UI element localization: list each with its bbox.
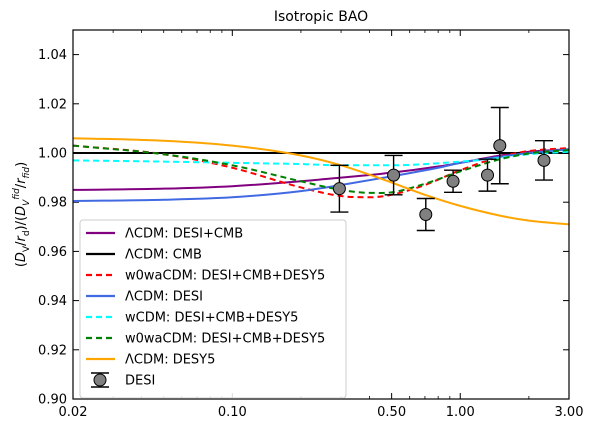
legend: ΛCDM: DESI+CMB ΛCDM: CMB w0waCDM: DESI+CMB… xyxy=(79,219,347,399)
desi-data-point xyxy=(478,158,497,192)
legend-label: w0waCDM: DESI+CMB+DESY5 xyxy=(125,269,325,284)
legend-box xyxy=(79,219,347,399)
data-marker xyxy=(446,174,460,188)
desi-data-point xyxy=(444,169,463,194)
data-marker xyxy=(481,168,495,182)
legend-marker xyxy=(93,373,107,387)
data-marker xyxy=(537,153,551,167)
y-axis-label: (DV/rd)/(DVfid/rfid) xyxy=(12,162,32,267)
legend-label: ΛCDM: DESI xyxy=(125,290,203,305)
series-line-3 xyxy=(73,148,569,202)
series-line-4 xyxy=(73,150,569,167)
y-tick-label: 0.98 xyxy=(38,196,67,211)
y-tick-label: 0.90 xyxy=(38,393,67,408)
desi-data-point xyxy=(384,154,403,196)
legend-label: ΛCDM: DESI+CMB xyxy=(125,227,243,242)
x-tick-label: 3.00 xyxy=(555,405,584,420)
legend-label: ΛCDM: DESY5 xyxy=(125,353,215,368)
y-tick-label: 1.00 xyxy=(38,147,67,162)
y-tick-label: 1.04 xyxy=(38,48,67,63)
desi-data-point xyxy=(330,164,349,213)
y-tick-label: 0.92 xyxy=(38,343,67,358)
data-marker xyxy=(332,182,346,196)
curves xyxy=(73,137,569,226)
y-tick-label: 1.02 xyxy=(38,97,67,112)
y-tick-label: 0.94 xyxy=(38,294,67,309)
data-marker xyxy=(493,139,507,153)
desi-data-point xyxy=(534,139,553,181)
desi-data-point xyxy=(490,106,509,185)
x-tick-label: 0.02 xyxy=(59,405,88,420)
legend-label: ΛCDM: CMB xyxy=(125,248,202,263)
x-tick-label: 0.10 xyxy=(218,405,247,420)
data-marker xyxy=(387,168,401,182)
series-line-6 xyxy=(73,137,569,226)
desi-data-point xyxy=(416,197,435,232)
x-tick-label: 1.00 xyxy=(446,405,475,420)
y-tick-label: 0.96 xyxy=(38,245,67,260)
legend-label: wCDM: DESI+CMB+DESY5 xyxy=(125,311,298,326)
axes-frame xyxy=(72,29,570,400)
data-marker xyxy=(419,208,433,221)
plot-area: 0.02 0.10 0.50 1.00 3.00 0.90 0.92 0.94 0.96 0.98… xyxy=(38,29,584,420)
x-tick-label: 0.50 xyxy=(377,405,406,420)
legend-label: DESI xyxy=(125,374,155,389)
legend-label: w0waCDM: DESI+CMB+DESY5 xyxy=(125,332,325,347)
chart-title: Isotropic BAO xyxy=(274,9,368,25)
y-axis-title: (DV/rd)/(DVfid/rfid) xyxy=(12,162,32,267)
